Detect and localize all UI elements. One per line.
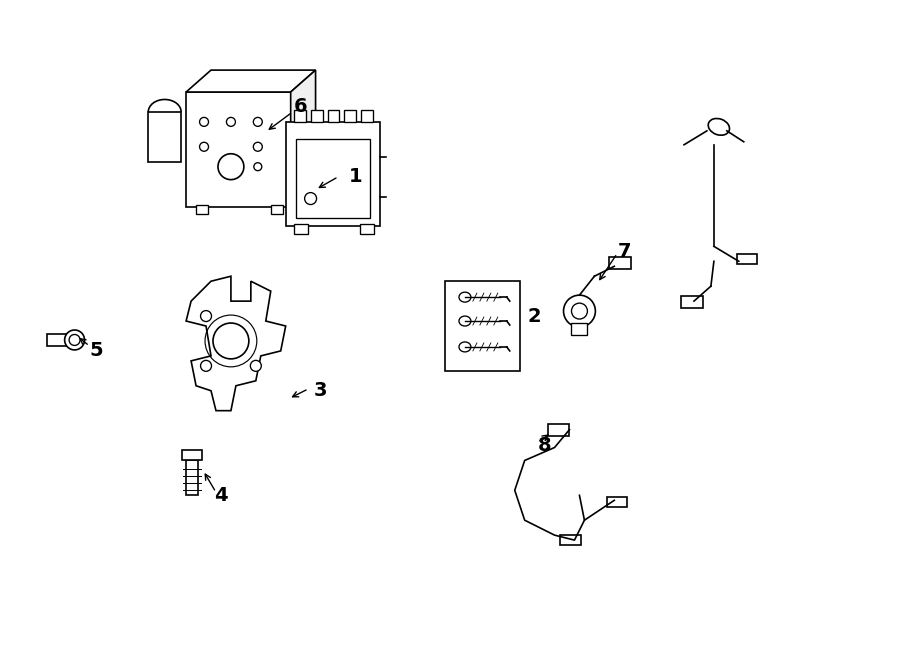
- Circle shape: [200, 142, 209, 151]
- Polygon shape: [148, 112, 181, 162]
- Text: 7: 7: [617, 242, 631, 261]
- Bar: [737, 254, 757, 264]
- Circle shape: [227, 118, 236, 126]
- Circle shape: [201, 360, 212, 371]
- Bar: [310, 110, 322, 122]
- Bar: [285, 122, 381, 227]
- Bar: [560, 535, 581, 545]
- Bar: [445, 281, 519, 371]
- Ellipse shape: [459, 342, 471, 352]
- Bar: [681, 296, 703, 308]
- Circle shape: [253, 142, 262, 151]
- Bar: [328, 110, 339, 122]
- Polygon shape: [291, 70, 316, 206]
- Circle shape: [254, 163, 262, 171]
- Bar: [345, 110, 356, 122]
- Circle shape: [200, 118, 209, 126]
- Bar: [608, 497, 627, 507]
- Bar: [186, 461, 198, 495]
- Text: 6: 6: [293, 97, 308, 116]
- Bar: [271, 204, 283, 214]
- Circle shape: [563, 295, 596, 327]
- Bar: [293, 110, 306, 122]
- Text: 5: 5: [90, 342, 104, 360]
- Bar: [547, 424, 570, 436]
- Polygon shape: [186, 276, 285, 410]
- Circle shape: [69, 334, 80, 346]
- Text: 3: 3: [314, 381, 328, 401]
- Bar: [362, 110, 374, 122]
- Bar: [186, 92, 291, 206]
- Circle shape: [253, 118, 262, 126]
- Ellipse shape: [459, 292, 471, 302]
- Bar: [293, 225, 308, 235]
- Bar: [609, 257, 631, 269]
- Bar: [47, 334, 68, 346]
- Polygon shape: [186, 70, 316, 92]
- Text: 8: 8: [538, 436, 552, 455]
- Bar: [182, 451, 202, 461]
- Circle shape: [65, 330, 85, 350]
- Circle shape: [304, 192, 317, 204]
- Ellipse shape: [708, 118, 730, 136]
- Circle shape: [572, 303, 588, 319]
- Bar: [360, 225, 374, 235]
- Circle shape: [201, 311, 212, 321]
- Circle shape: [250, 360, 261, 371]
- Circle shape: [213, 323, 248, 359]
- Ellipse shape: [459, 316, 471, 326]
- Bar: [296, 139, 370, 219]
- Circle shape: [218, 154, 244, 180]
- Text: 4: 4: [214, 486, 228, 505]
- Bar: [196, 204, 208, 214]
- Text: 2: 2: [527, 307, 542, 326]
- Text: 1: 1: [348, 167, 362, 186]
- Bar: [572, 323, 588, 335]
